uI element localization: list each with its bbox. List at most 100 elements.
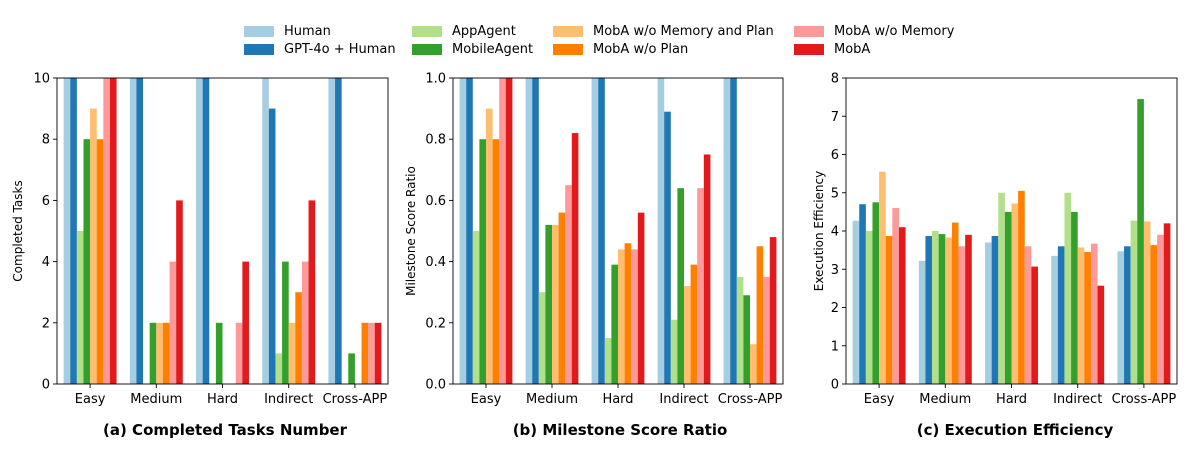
y-tick-label-1-4: 0.8	[425, 133, 446, 148]
bar-c0-gpt-4o-human-0	[70, 78, 77, 384]
bar-c1-moba-4	[769, 237, 777, 384]
legend-swatch-moba	[794, 43, 824, 55]
bar-c2-human-4	[1117, 251, 1125, 384]
bar-c0-gpt-4o-human-2	[202, 78, 210, 384]
legend-label-moba-wo-memory: MobA w/o Memory	[834, 23, 955, 39]
bar-c2-mobileagent-1	[938, 234, 946, 384]
legend-label-moba-wo-plan: MobA w/o Plan	[593, 41, 689, 57]
legend-swatch-moba-wo-plan	[553, 43, 583, 55]
y-tick-label-0-4: 8	[42, 133, 50, 148]
bar-c1-human-1	[525, 78, 533, 384]
bar-c0-mobileagent-2	[215, 322, 223, 384]
bar-c0-moba-w-o-memory-and-plan-1	[156, 322, 163, 384]
y-axis-label-1: Milestone Score Ratio	[404, 166, 418, 296]
legend-swatch-human	[244, 25, 274, 37]
legend-swatch-moba-wo-memory	[794, 25, 824, 37]
x-tick-label-1-4: Cross-APP	[718, 392, 783, 407]
bar-c2-gpt-4o-human-3	[1057, 246, 1065, 384]
y-tick-label-2-3: 3	[831, 263, 839, 278]
bar-c1-moba-w-o-memory-and-plan-3	[684, 286, 691, 384]
x-tick-label-0-1: Medium	[130, 392, 182, 407]
bar-c1-moba-w-o-memory-and-plan-1	[552, 224, 559, 384]
y-tick-label-1-2: 0.4	[425, 255, 446, 270]
bar-c2-moba-w-o-plan-0	[885, 235, 893, 384]
bar-c0-moba-1	[176, 200, 183, 384]
legend-swatch-mobileagent	[412, 43, 442, 55]
bar-c0-moba-w-o-plan-0	[96, 139, 104, 384]
bar-c2-gpt-4o-human-1	[925, 235, 933, 384]
bar-c2-mobileagent-4	[1137, 99, 1144, 384]
bar-c2-moba-1	[965, 234, 972, 384]
bar-c1-human-0	[459, 78, 467, 384]
bar-c2-appagent-3	[1064, 192, 1072, 384]
chart-panel-2: 0 1 2 3 4 5 6 7 8 Easy Medium Hard Indirect Cross-APP…	[812, 72, 1178, 407]
legend-label-human: Human	[284, 23, 331, 39]
bar-c0-moba-w-o-plan-4	[361, 322, 369, 384]
bar-c0-moba-w-o-plan-3	[295, 292, 302, 384]
y-tick-label-0-5: 10	[33, 72, 50, 87]
bar-c1-moba-w-o-memory-4	[763, 276, 770, 384]
chart-panel-0: 0 2 4 6 8 10 Easy Medium Hard Indirect Cross-APP Co…	[11, 72, 389, 407]
legend-label-moba: MobA	[834, 41, 871, 57]
bar-c2-moba-w-o-memory-3	[1090, 243, 1098, 384]
bar-c1-moba-w-o-memory-and-plan-0	[486, 108, 493, 384]
bar-c1-gpt-4o-human-3	[664, 111, 671, 384]
bar-c0-moba-w-o-memory-and-plan-0	[90, 108, 97, 384]
bar-c1-moba-w-o-memory-3	[697, 188, 704, 384]
bar-c1-moba-w-o-memory-2	[631, 249, 638, 384]
bar-c2-moba-w-o-memory-and-plan-3	[1077, 247, 1085, 384]
legend-item-gpt4o-human: GPT-4o + Human	[244, 40, 396, 58]
bar-c2-moba-w-o-plan-2	[1018, 190, 1025, 384]
bar-c0-moba-w-o-plan-1	[162, 322, 170, 384]
bar-c2-mobileagent-2	[1004, 211, 1012, 385]
caption-execution-efficiency: (c) Execution Efficiency	[916, 421, 1114, 439]
bar-c0-moba-w-o-memory-4	[368, 322, 375, 384]
bar-c2-moba-w-o-memory-and-plan-4	[1143, 221, 1151, 384]
bar-c1-mobileagent-4	[743, 295, 750, 384]
bar-c1-mobileagent-1	[545, 224, 552, 384]
y-tick-label-2-6: 6	[831, 148, 839, 163]
bar-c2-human-3	[1051, 255, 1058, 384]
y-tick-label-2-4: 4	[831, 225, 839, 240]
bar-c0-moba-w-o-memory-3	[301, 261, 309, 384]
bar-c2-moba-w-o-memory-2	[1024, 246, 1032, 384]
y-tick-label-2-0: 0	[831, 378, 839, 393]
y-axis-label-2: Execution Efficiency	[812, 171, 826, 292]
x-tick-label-1-1: Medium	[526, 392, 578, 407]
bar-c0-moba-3	[308, 200, 316, 384]
bar-c1-appagent-4	[736, 276, 744, 384]
y-tick-label-2-5: 5	[831, 186, 839, 201]
bar-c0-moba-w-o-memory-0	[103, 78, 110, 384]
bar-c0-moba-2	[242, 261, 249, 384]
x-tick-label-0-2: Hard	[207, 392, 238, 407]
bar-c1-appagent-2	[604, 338, 612, 384]
y-tick-label-0-3: 6	[42, 194, 50, 209]
legend-item-moba: MobA	[794, 40, 870, 58]
y-tick-label-2-7: 7	[831, 110, 839, 125]
bar-c2-moba-2	[1031, 266, 1038, 384]
y-tick-label-1-1: 0.2	[425, 316, 446, 331]
bar-c1-human-3	[657, 78, 665, 384]
bar-c1-moba-w-o-memory-0	[499, 78, 506, 384]
bar-c0-gpt-4o-human-1	[136, 78, 144, 384]
bar-c1-human-2	[591, 78, 599, 384]
bar-c0-mobileagent-3	[282, 261, 289, 384]
bar-c0-mobileagent-0	[83, 139, 91, 384]
bar-c2-gpt-4o-human-0	[859, 204, 866, 384]
y-tick-label-1-5: 1.0	[425, 72, 446, 87]
bar-c1-mobileagent-3	[677, 188, 684, 384]
bar-c2-gpt-4o-human-4	[1124, 246, 1131, 384]
bar-c2-moba-0	[898, 227, 906, 384]
bar-c2-moba-w-o-memory-1	[958, 246, 966, 384]
bar-c1-moba-0	[505, 78, 513, 384]
bar-c1-moba-w-o-plan-1	[558, 212, 566, 384]
x-tick-label-0-4: Cross-APP	[323, 392, 388, 407]
legend-item-moba-wo-plan: MobA w/o Plan	[553, 40, 688, 58]
bar-c2-moba-w-o-memory-and-plan-2	[1011, 203, 1019, 384]
bar-c2-human-1	[918, 260, 926, 384]
legend-item-mobileagent: MobileAgent	[412, 40, 533, 58]
x-tick-label-0-0: Easy	[75, 392, 106, 407]
bar-c1-moba-w-o-memory-and-plan-2	[618, 249, 625, 384]
y-tick-label-2-2: 2	[831, 301, 839, 316]
y-tick-label-0-2: 4	[42, 255, 50, 270]
